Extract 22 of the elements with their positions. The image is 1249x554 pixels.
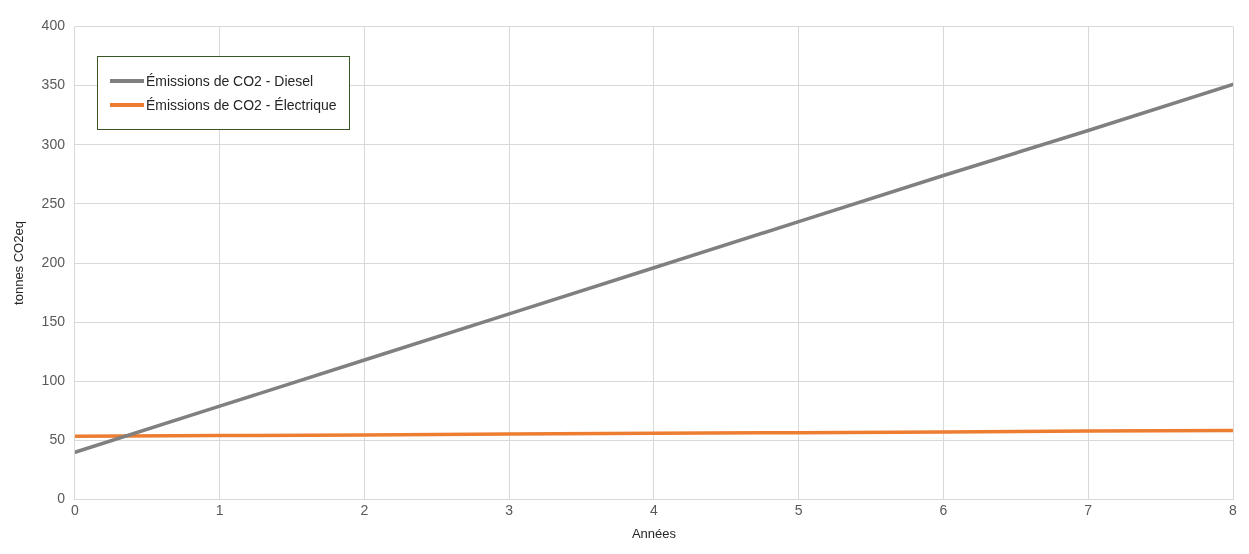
legend-label: Émissions de CO2 - Diesel xyxy=(145,73,314,90)
x-tick-label: 8 xyxy=(1229,501,1238,518)
x-tick-label: 6 xyxy=(939,501,948,518)
y-tick-label: 400 xyxy=(41,17,66,34)
x-tick-label: 5 xyxy=(794,501,803,518)
x-tick-label: 0 xyxy=(71,501,80,518)
x-tick-label: 4 xyxy=(650,501,659,518)
y-tick-label: 300 xyxy=(41,135,66,152)
y-tick-label: 100 xyxy=(41,372,66,389)
legend-label: Émissions de CO2 - Électrique xyxy=(145,97,337,114)
y-tick-label: 150 xyxy=(41,313,66,330)
x-tick-label: 2 xyxy=(360,501,369,518)
x-tick-label: 3 xyxy=(505,501,514,518)
y-tick-label: 0 xyxy=(57,490,66,507)
y-tick-label: 250 xyxy=(41,194,66,211)
y-tick-label: 50 xyxy=(49,431,66,448)
x-tick-label: 1 xyxy=(215,501,224,518)
y-tick-label: 350 xyxy=(41,76,66,93)
x-tick-label: 7 xyxy=(1084,501,1093,518)
y-axis-title: tonnes CO2eq xyxy=(11,221,27,305)
x-axis-title: Années xyxy=(631,525,677,541)
y-tick-label: 200 xyxy=(41,253,66,270)
